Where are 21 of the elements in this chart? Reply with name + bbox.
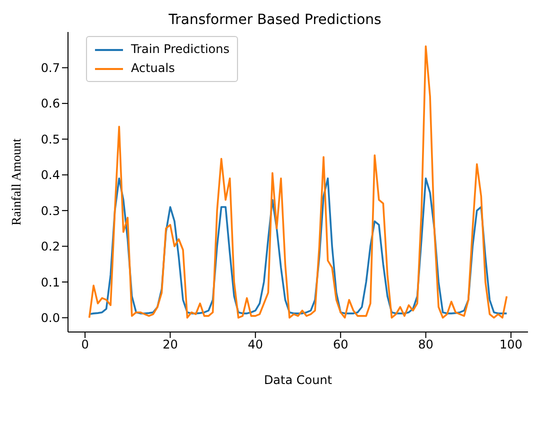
chart-title: Transformer Based Predictions bbox=[168, 12, 382, 28]
y-tick-label: 0.3 bbox=[40, 204, 60, 218]
y-tick-label: 0.7 bbox=[40, 60, 60, 75]
x-axis-title: Data Count bbox=[264, 373, 332, 387]
y-axis-title: Rainfall Amount bbox=[8, 138, 24, 226]
y-tick-label: 0.5 bbox=[40, 132, 60, 146]
x-tick-label: 40 bbox=[248, 338, 264, 352]
line-series bbox=[88, 178, 508, 316]
line-series bbox=[88, 45, 508, 319]
y-tick-label: 0.6 bbox=[40, 96, 60, 111]
x-tick-label: 20 bbox=[162, 338, 178, 352]
y-tick-label: 0.4 bbox=[40, 168, 60, 182]
x-tick-label: 100 bbox=[500, 338, 522, 352]
y-tick-label: 0.0 bbox=[40, 310, 60, 325]
x-tick-label: 60 bbox=[332, 338, 348, 352]
y-tick-label: 0.1 bbox=[40, 275, 60, 290]
x-tick-label: 80 bbox=[418, 338, 434, 352]
x-tick-label: 0 bbox=[81, 338, 89, 352]
legend-label: Train Predictions bbox=[131, 41, 230, 58]
legend-label: Actuals bbox=[131, 60, 175, 77]
y-tick-label: 0.2 bbox=[40, 240, 60, 254]
